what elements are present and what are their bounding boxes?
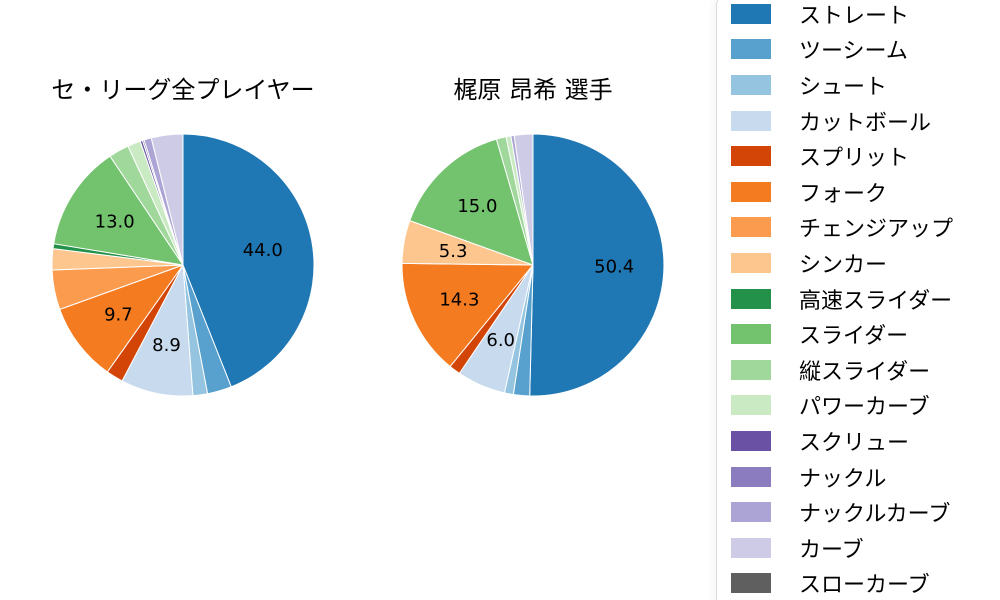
left-pie-chart: 44.0 8.9 9.7 13.0 [51, 133, 315, 397]
legend-item: スライダー [731, 316, 1000, 352]
pie-slice [409, 138, 534, 266]
right-pie-chart: 50.4 6.0 14.3 5.3 15.0 [401, 133, 665, 397]
legend-item: ストレート [731, 0, 1000, 32]
legend-swatch [731, 181, 771, 202]
legend-item: スプリット [731, 138, 1000, 174]
legend-item: ツーシーム [731, 32, 1000, 68]
legend-swatch [731, 395, 771, 416]
legend-item: ナックル [731, 459, 1000, 495]
legend-swatch [731, 537, 771, 558]
legend-swatch [731, 74, 771, 95]
legend-item: スクリュー [731, 423, 1000, 459]
pie-slice-value-label: 13.0 [95, 211, 135, 232]
legend-swatch [731, 288, 771, 309]
legend-item-label: チェンジアップ [799, 217, 954, 243]
legend-swatch [731, 466, 771, 487]
legend-item: カーブ [731, 530, 1000, 566]
legend-swatch [731, 110, 771, 131]
legend-item-label: フォーク [799, 181, 888, 207]
pie-slice [150, 133, 184, 266]
legend-swatch [731, 573, 771, 594]
legend-item-label: カットボール [799, 110, 932, 136]
pie-slice-value-label: 50.4 [594, 256, 634, 277]
left-pie-title: セ・リーグ全プレイヤー [51, 76, 315, 104]
legend-item: 高速スライダー [731, 281, 1000, 317]
legend-item: シンカー [731, 245, 1000, 281]
legend-item-label: カーブ [799, 537, 864, 563]
legend-item-label: スクリュー [799, 430, 910, 456]
legend-item-label: スローカーブ [799, 573, 930, 599]
legend-item-label: シュート [799, 74, 888, 100]
legend-swatch [731, 359, 771, 380]
pie-slice-value-label: 9.7 [104, 305, 133, 326]
pie-slice [529, 133, 665, 397]
pie-slice [53, 155, 184, 266]
legend-item: フォーク [731, 174, 1000, 210]
legend-item-label: シンカー [799, 252, 888, 278]
pie-slice [182, 133, 315, 388]
pie-slice-value-label: 15.0 [457, 196, 497, 217]
legend-swatch [731, 502, 771, 523]
legend-item: カットボール [731, 103, 1000, 139]
legend-swatch [731, 39, 771, 60]
legend-item-label: 高速スライダー [799, 288, 953, 314]
legend-item: スローカーブ [731, 566, 1000, 600]
pie-slice-value-label: 14.3 [439, 290, 479, 311]
pie-slice [513, 133, 534, 266]
pie-slice-value-label: 8.9 [152, 335, 181, 356]
legend: ストレートツーシームシュートカットボール スプリットフォークチェンジアップ シンカー… [716, 0, 1000, 600]
legend-item: シュート [731, 67, 1000, 103]
legend-swatch [731, 430, 771, 451]
legend-swatch [731, 146, 771, 167]
pie-slice [59, 264, 184, 373]
legend-items: ストレートツーシームシュートカットボール スプリットフォークチェンジアップ シンカー… [731, 0, 1000, 600]
legend-item-label: 縦スライダー [799, 359, 931, 385]
legend-item-label: ツーシーム [799, 39, 908, 65]
legend-item-label: スライダー [799, 324, 909, 350]
legend-item: 縦スライダー [731, 352, 1000, 388]
legend-item: ナックルカーブ [731, 494, 1000, 530]
legend-item: パワーカーブ [731, 388, 1000, 424]
pie-slice-value-label: 5.3 [439, 241, 468, 262]
legend-swatch [731, 3, 771, 24]
legend-swatch [731, 217, 771, 238]
legend-item-label: ナックル [799, 466, 887, 492]
pie-slice-value-label: 44.0 [243, 240, 283, 261]
pie-slice-value-label: 6.0 [486, 330, 515, 351]
pie-slice [401, 262, 534, 367]
legend-item: チェンジアップ [731, 210, 1000, 246]
legend-item-label: ストレート [799, 3, 910, 29]
legend-item-label: ナックルカーブ [799, 502, 951, 528]
legend-swatch [731, 252, 771, 273]
legend-item-label: パワーカーブ [799, 395, 930, 421]
right-pie-title: 梶原 昂希 選手 [453, 76, 613, 104]
legend-swatch [731, 324, 771, 345]
legend-item-label: スプリット [799, 146, 910, 172]
